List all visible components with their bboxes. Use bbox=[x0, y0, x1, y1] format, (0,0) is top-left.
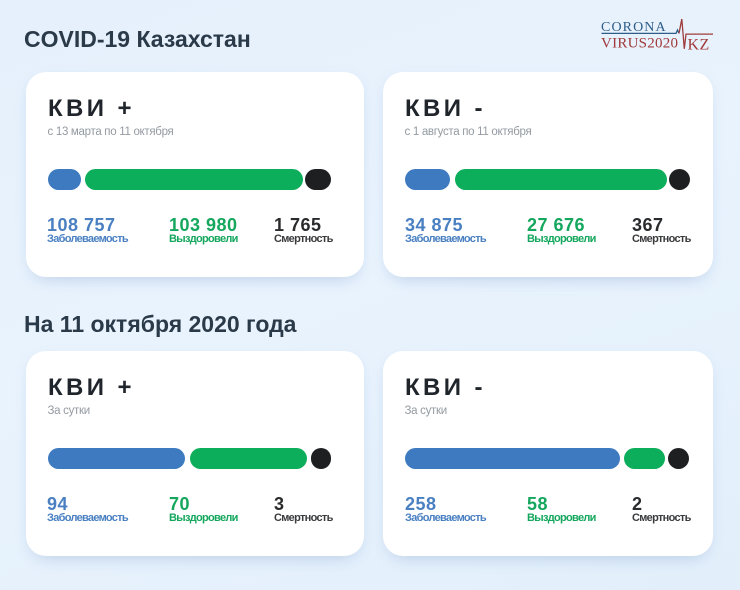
svg-text:KZ: KZ bbox=[688, 36, 710, 53]
svg-text:CORONA: CORONA bbox=[601, 20, 667, 35]
svg-text:VIRUS2020: VIRUS2020 bbox=[601, 36, 678, 52]
